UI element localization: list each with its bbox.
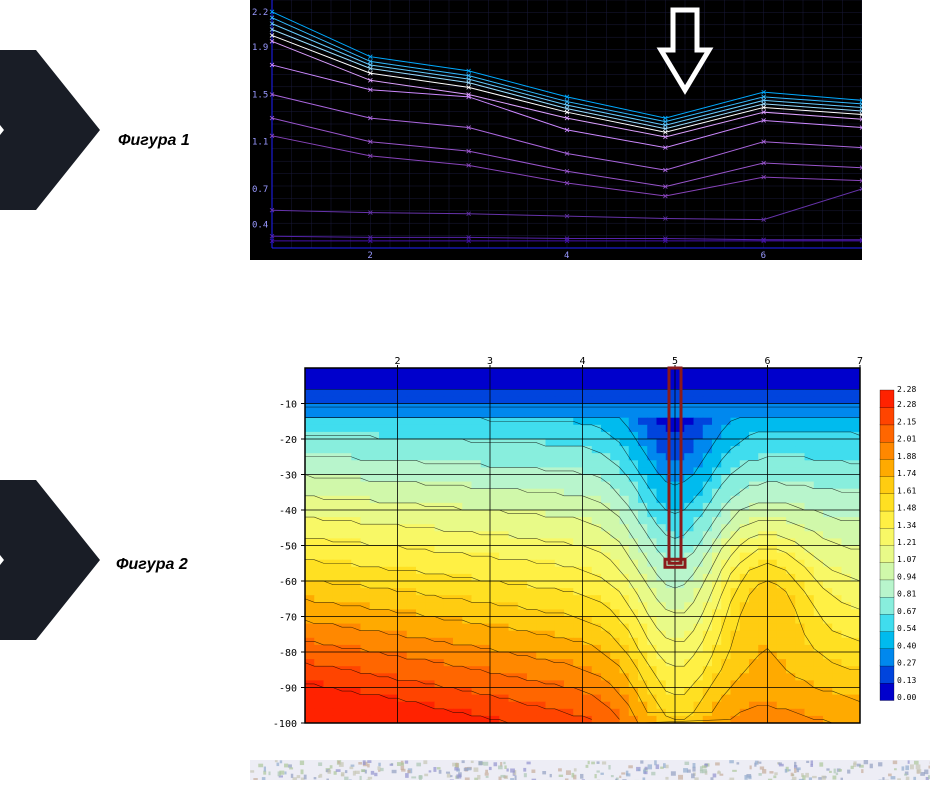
svg-text:-40: -40 xyxy=(279,506,297,517)
svg-text:-100: -100 xyxy=(273,719,297,730)
svg-text:0.54: 0.54 xyxy=(897,624,916,633)
svg-text:0.40: 0.40 xyxy=(897,641,916,650)
svg-text:0.7: 0.7 xyxy=(252,185,268,195)
svg-text:2: 2 xyxy=(367,251,372,260)
figure-1-label: Фигура 1 xyxy=(118,132,190,150)
noise-strip xyxy=(250,760,930,780)
svg-text:0.81: 0.81 xyxy=(897,590,916,599)
svg-text:2.28: 2.28 xyxy=(897,385,916,394)
svg-text:-70: -70 xyxy=(279,613,297,624)
chevron-shape-2 xyxy=(0,480,100,640)
svg-text:2.2: 2.2 xyxy=(252,8,268,18)
svg-text:1.21: 1.21 xyxy=(897,538,916,547)
svg-text:0.67: 0.67 xyxy=(897,607,916,616)
svg-text:0.4: 0.4 xyxy=(252,220,268,230)
svg-text:-10: -10 xyxy=(279,400,297,411)
svg-text:-80: -80 xyxy=(279,648,297,659)
svg-text:1.1: 1.1 xyxy=(252,138,268,148)
chevron-shape-1 xyxy=(0,50,100,210)
svg-text:0.00: 0.00 xyxy=(897,693,916,702)
svg-text:1.9: 1.9 xyxy=(252,43,268,53)
svg-text:1.5: 1.5 xyxy=(252,90,268,100)
svg-text:0.13: 0.13 xyxy=(897,676,916,685)
svg-text:2.15: 2.15 xyxy=(897,417,916,426)
svg-text:6: 6 xyxy=(761,251,766,260)
svg-text:0.94: 0.94 xyxy=(897,572,916,581)
svg-text:-50: -50 xyxy=(279,542,297,553)
figure-2-label: Фигура 2 xyxy=(116,556,188,574)
svg-text:1.07: 1.07 xyxy=(897,555,916,564)
line-chart-svg: 0.4 0.7 1.1 1.5 1.9 2.2 2 4 6 xyxy=(250,0,862,260)
svg-text:4: 4 xyxy=(564,251,569,260)
svg-text:1.74: 1.74 xyxy=(897,469,916,478)
svg-text:1.48: 1.48 xyxy=(897,504,916,513)
contour-chart-svg: 234567-10-20-30-40-50-60-70-80-90-1000.0… xyxy=(250,350,930,740)
svg-text:2.28: 2.28 xyxy=(897,400,916,409)
line-chart-panel: 0.4 0.7 1.1 1.5 1.9 2.2 2 4 6 xyxy=(250,0,862,260)
svg-text:1.61: 1.61 xyxy=(897,486,916,495)
svg-text:-20: -20 xyxy=(279,435,297,446)
svg-text:-30: -30 xyxy=(279,471,297,482)
contour-chart-panel: 234567-10-20-30-40-50-60-70-80-90-1000.0… xyxy=(250,350,930,740)
noise-strip-svg xyxy=(250,760,930,780)
svg-text:2.01: 2.01 xyxy=(897,435,916,444)
svg-text:0.27: 0.27 xyxy=(897,659,916,668)
svg-text:1.88: 1.88 xyxy=(897,452,916,461)
svg-text:-90: -90 xyxy=(279,684,297,695)
svg-text:-60: -60 xyxy=(279,577,297,588)
svg-text:1.34: 1.34 xyxy=(897,521,916,530)
